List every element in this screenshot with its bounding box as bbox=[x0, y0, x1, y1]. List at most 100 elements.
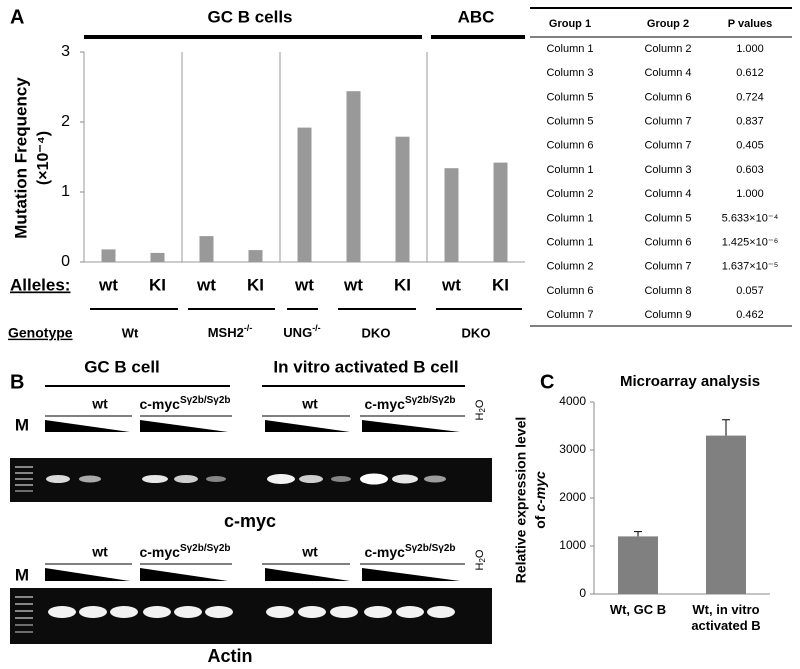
band bbox=[396, 606, 424, 618]
ladder bbox=[15, 484, 33, 486]
wedge bbox=[45, 420, 130, 432]
table-cell: 0.612 bbox=[736, 67, 764, 79]
table-header: Group 2 bbox=[647, 18, 689, 30]
marker-label: M bbox=[15, 565, 29, 584]
y-tick-label: 2 bbox=[61, 113, 70, 130]
wedge bbox=[140, 420, 228, 432]
genotype: Wt bbox=[122, 325, 139, 340]
band bbox=[143, 606, 171, 618]
bar bbox=[706, 435, 746, 594]
band bbox=[364, 606, 392, 618]
table-cell: 0.837 bbox=[736, 116, 764, 128]
table-cell: 0.603 bbox=[736, 164, 764, 176]
table-cell: 0.057 bbox=[736, 285, 764, 297]
y-tick-label: 0 bbox=[61, 253, 70, 270]
band bbox=[205, 606, 233, 618]
genotype: DKO bbox=[362, 325, 391, 340]
bar bbox=[618, 536, 658, 594]
blank-label: H2O bbox=[474, 399, 487, 420]
band bbox=[266, 606, 294, 618]
table-cell: Column 3 bbox=[546, 67, 593, 79]
band bbox=[299, 475, 323, 483]
lane-label: c-mycSγ2b/Sγ2b bbox=[364, 395, 455, 412]
bar bbox=[297, 127, 312, 262]
y-tick-label: 0 bbox=[579, 586, 586, 600]
table-cell: Column 5 bbox=[644, 212, 691, 224]
table-cell: Column 1 bbox=[546, 237, 593, 249]
genotype-text: UNG bbox=[283, 325, 312, 340]
genotype: DKO bbox=[462, 325, 491, 340]
table-cell: Column 3 bbox=[644, 164, 691, 176]
gel-header: GC B cell bbox=[84, 357, 160, 376]
ladder bbox=[15, 490, 33, 492]
bar bbox=[150, 252, 165, 262]
panel-label: C bbox=[540, 371, 554, 393]
table-cell: Column 1 bbox=[546, 43, 593, 55]
table-cell: 0.462 bbox=[736, 309, 764, 321]
ladder bbox=[15, 631, 33, 633]
genotype-text: MSH2 bbox=[208, 325, 244, 340]
band bbox=[424, 475, 446, 483]
lane-text: c-myc bbox=[139, 544, 180, 560]
bar bbox=[248, 250, 263, 262]
table-cell: Column 5 bbox=[546, 91, 593, 103]
table-cell: 0.405 bbox=[736, 140, 764, 152]
marker-label: M bbox=[15, 415, 29, 434]
wedge bbox=[45, 568, 130, 581]
blank-text: O bbox=[474, 399, 486, 408]
lane-label: c-mycSγ2b/Sγ2b bbox=[364, 543, 455, 560]
ladder bbox=[15, 466, 33, 468]
table-cell: 0.724 bbox=[736, 91, 764, 103]
x-tick-label: Wt, GC B bbox=[609, 602, 667, 617]
table-cell: 1.000 bbox=[736, 43, 764, 55]
band bbox=[174, 475, 198, 483]
x-tick-label: KI bbox=[247, 275, 264, 294]
lane-label: wt bbox=[301, 396, 318, 412]
ladder bbox=[15, 624, 33, 626]
bar bbox=[395, 136, 410, 262]
lane-label: wt bbox=[301, 544, 318, 560]
table-cell: 1.637×10⁻⁵ bbox=[722, 261, 779, 273]
wedge bbox=[265, 568, 350, 581]
y-label-text: of bbox=[532, 515, 548, 529]
lane-sup: Sγ2b/Sγ2b bbox=[180, 395, 231, 406]
table-cell: Column 7 bbox=[644, 116, 691, 128]
lane-sup: Sγ2b/Sγ2b bbox=[405, 395, 456, 406]
table-cell: Column 1 bbox=[546, 164, 593, 176]
alleles-label: Alleles: bbox=[10, 275, 70, 294]
ladder bbox=[15, 478, 33, 480]
panel-label: A bbox=[10, 6, 24, 28]
table: Group 1 Group 2 P values Column 1 Column 2 1.… bbox=[546, 18, 778, 321]
table-cell: 1.425×10⁻⁶ bbox=[722, 237, 779, 249]
ladder bbox=[15, 472, 33, 474]
group-header: GC B cells bbox=[207, 7, 292, 26]
lane-text: c-myc bbox=[364, 396, 405, 412]
blank-text: O bbox=[474, 549, 486, 558]
bands bbox=[15, 466, 446, 492]
y-tick-label: 1 bbox=[61, 183, 70, 200]
table-cell: Column 7 bbox=[644, 261, 691, 273]
table-cell: Column 2 bbox=[546, 188, 593, 200]
wedge bbox=[265, 420, 350, 432]
table-cell: Column 2 bbox=[644, 43, 691, 55]
ladder bbox=[15, 610, 33, 612]
lane-sup: Sγ2b/Sγ2b bbox=[180, 543, 231, 554]
band bbox=[48, 606, 76, 618]
table-cell: Column 7 bbox=[546, 309, 593, 321]
band bbox=[79, 475, 101, 483]
lane-label: c-mycSγ2b/Sγ2b bbox=[139, 543, 230, 560]
y-label: Mutation Frequency bbox=[11, 77, 30, 239]
table-cell: Column 1 bbox=[546, 212, 593, 224]
lane-label: wt bbox=[91, 396, 108, 412]
bands bbox=[15, 596, 455, 633]
table-cell: 5.633×10⁻⁴ bbox=[722, 212, 779, 224]
y-tick-label: 3000 bbox=[559, 442, 586, 456]
table-cell: Column 4 bbox=[644, 67, 691, 79]
wedge bbox=[362, 568, 460, 581]
band bbox=[330, 606, 358, 618]
gel-header: In vitro activated B cell bbox=[273, 357, 458, 376]
blank-text: H bbox=[474, 412, 486, 420]
gel-label: Actin bbox=[208, 646, 253, 666]
